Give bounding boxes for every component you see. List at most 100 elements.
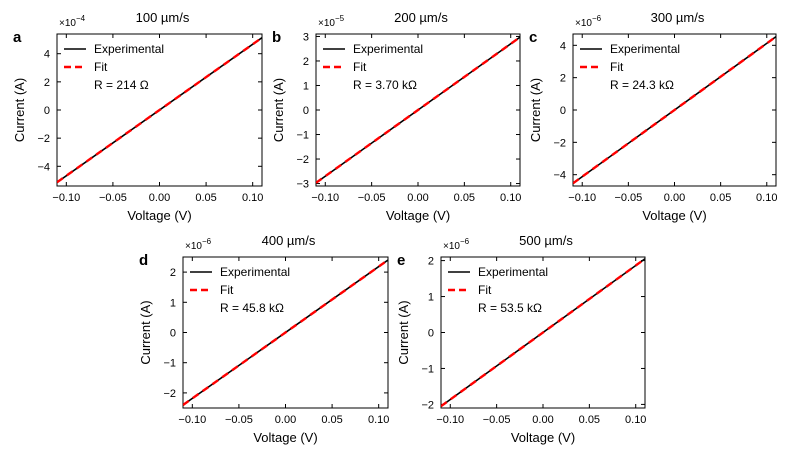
y-axis-label: Current (A) — [271, 78, 286, 142]
y-multiplier: ×10−6 — [185, 237, 212, 252]
y-tick-label: −2 — [421, 399, 434, 411]
panel-title: 100 µm/s — [136, 10, 190, 25]
legend-label-experimental: Experimental — [94, 42, 164, 56]
x-tick-label: 0.00 — [407, 192, 428, 204]
y-tick-label: 4 — [44, 49, 50, 61]
chart-panel-a: −0.10 −0.05 0.00 0.05 0.10 −4 −2 0 2 4 Experimenta… — [12, 10, 263, 223]
resistance-annotation: R = 3.70 kΩ — [353, 78, 417, 92]
legend-label-fit: Fit — [220, 283, 234, 297]
y-tick-label: 2 — [170, 267, 176, 279]
x-tick-label: 0.05 — [579, 414, 600, 426]
x-tick-label: 0.00 — [664, 192, 685, 204]
y-multiplier-base: ×10 — [318, 18, 335, 29]
panel-title: 300 µm/s — [651, 10, 705, 25]
y-multiplier: ×10−6 — [575, 14, 602, 29]
panel-title: 500 µm/s — [519, 233, 573, 248]
y-tick-label: 0 — [303, 105, 309, 117]
y-tick-label: 2 — [44, 77, 50, 89]
panel-label: d — [139, 252, 148, 269]
y-tick-label: −1 — [296, 130, 309, 142]
y-tick-label: 0 — [44, 105, 50, 117]
panel-label: b — [272, 29, 281, 46]
legend-label-fit: Fit — [94, 60, 108, 74]
y-axis-label: Current (A) — [528, 78, 543, 142]
y-axis-label: Current (A) — [12, 78, 27, 142]
y-axis-label: Current (A) — [138, 300, 153, 364]
y-tick-label: 2 — [428, 256, 434, 268]
y-tick-label: −1 — [421, 363, 434, 375]
y-tick-label: −2 — [296, 154, 309, 166]
panel-label: e — [397, 252, 405, 269]
legend-label-experimental: Experimental — [478, 265, 548, 279]
x-tick-label: −0.05 — [225, 414, 253, 426]
y-tick-label: 3 — [303, 31, 309, 43]
series-line-fit — [573, 35, 776, 185]
resistance-annotation: R = 214 Ω — [94, 78, 149, 92]
x-tick-label: −0.10 — [568, 192, 596, 204]
y-tick-label: 0 — [428, 328, 434, 340]
legend-label-experimental: Experimental — [610, 42, 680, 56]
x-tick-label: 0.05 — [710, 192, 731, 204]
x-tick-label: −0.10 — [311, 192, 339, 204]
resistance-annotation: R = 24.3 kΩ — [610, 78, 674, 92]
panel-title: 200 µm/s — [394, 10, 448, 25]
x-tick-label: 0.10 — [756, 192, 777, 204]
y-tick-label: −1 — [163, 358, 176, 370]
x-axis-label: Voltage (V) — [253, 430, 317, 445]
y-multiplier-base: ×10 — [443, 241, 460, 252]
series-line-fit — [57, 36, 262, 184]
x-tick-label: −0.05 — [358, 192, 386, 204]
y-tick-label: −4 — [553, 170, 566, 182]
y-tick-label: 2 — [560, 73, 566, 85]
series-line-fit — [441, 257, 645, 408]
legend-label-fit: Fit — [478, 283, 492, 297]
x-tick-label: −0.10 — [52, 192, 80, 204]
y-multiplier-base: ×10 — [59, 18, 76, 29]
y-tick-label: −4 — [37, 161, 50, 173]
y-multiplier-exponent: −5 — [335, 14, 345, 23]
x-tick-label: −0.10 — [178, 414, 206, 426]
y-multiplier-exponent: −6 — [202, 237, 212, 246]
x-axis-label: Voltage (V) — [642, 208, 706, 223]
y-multiplier-exponent: −4 — [76, 14, 86, 23]
resistance-annotation: R = 45.8 kΩ — [220, 301, 284, 315]
y-tick-label: −2 — [553, 137, 566, 149]
legend-label-fit: Fit — [610, 60, 624, 74]
y-multiplier-base: ×10 — [575, 18, 592, 29]
x-tick-label: −0.05 — [99, 192, 127, 204]
x-tick-label: 0.05 — [454, 192, 475, 204]
y-axis-label: Current (A) — [396, 300, 411, 364]
y-multiplier-exponent: −6 — [592, 14, 602, 23]
y-multiplier-base: ×10 — [185, 241, 202, 252]
y-multiplier: ×10−5 — [318, 14, 345, 29]
series-line-fit — [316, 36, 520, 184]
x-tick-label: 0.00 — [275, 414, 296, 426]
y-tick-label: 4 — [560, 40, 566, 52]
y-multiplier: ×10−6 — [443, 237, 470, 252]
chart-panel-b: −0.10 −0.05 0.00 0.05 0.10 −3 −2 −1 0 1 2 3 Experime… — [271, 10, 521, 223]
chart-panel-c: −0.10 −0.05 0.00 0.05 0.10 −4 −2 0 2 4 Experimenta… — [528, 10, 777, 223]
y-multiplier-exponent: −6 — [460, 237, 470, 246]
y-tick-label: 1 — [303, 80, 309, 92]
y-tick-label: 1 — [428, 292, 434, 304]
x-tick-label: −0.10 — [436, 414, 464, 426]
legend-label-fit: Fit — [353, 60, 367, 74]
x-tick-label: −0.05 — [614, 192, 642, 204]
y-tick-label: −3 — [296, 179, 309, 191]
x-tick-label: 0.00 — [532, 414, 553, 426]
y-multiplier: ×10−4 — [59, 14, 86, 29]
x-tick-label: 0.10 — [242, 192, 263, 204]
series-line-fit — [183, 259, 388, 406]
y-tick-label: 2 — [303, 56, 309, 68]
panel-label: c — [529, 29, 537, 46]
y-tick-label: 0 — [170, 328, 176, 340]
y-tick-label: 1 — [170, 297, 176, 309]
x-tick-label: 0.10 — [625, 414, 646, 426]
chart-panel-e: −0.10 −0.05 0.00 0.05 0.10 −2 −1 0 1 2 Experimenta… — [396, 233, 646, 445]
legend-label-experimental: Experimental — [220, 265, 290, 279]
chart-panel-d: −0.10 −0.05 0.00 0.05 0.10 −2 −1 0 1 2 Experimenta… — [138, 233, 389, 445]
x-tick-label: 0.10 — [368, 414, 389, 426]
y-tick-label: −2 — [163, 388, 176, 400]
x-axis-label: Voltage (V) — [511, 430, 575, 445]
